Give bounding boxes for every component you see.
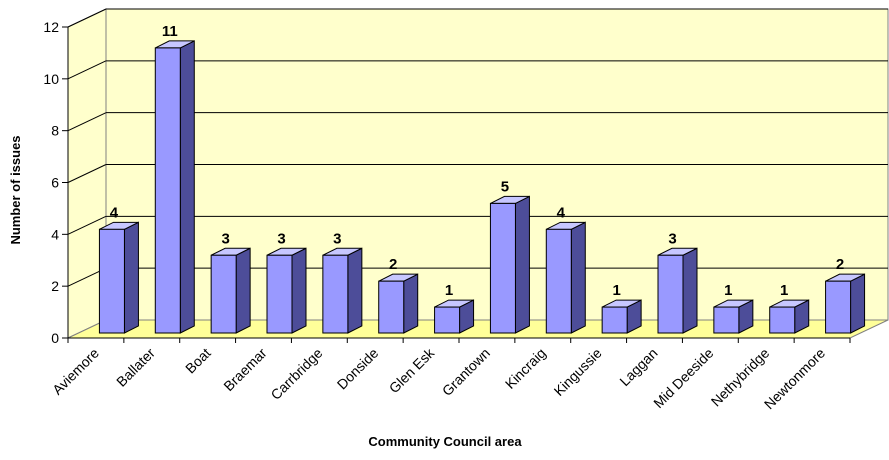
gridline-side xyxy=(67,112,107,132)
x-tick-label: Kincraig xyxy=(502,345,549,392)
data-label: 3 xyxy=(668,230,676,247)
data-label: 1 xyxy=(612,282,620,299)
x-tick-label: Kingussie xyxy=(551,345,605,399)
bar-side xyxy=(570,221,586,334)
x-tick-label: Ballater xyxy=(113,345,158,390)
bar xyxy=(825,273,866,334)
gridline-side xyxy=(67,60,107,80)
bar-front xyxy=(266,254,293,334)
bar-front xyxy=(769,306,796,334)
y-tick-label: 2 xyxy=(51,278,59,294)
bar xyxy=(266,247,307,334)
data-label: 1 xyxy=(445,282,453,299)
data-label: 3 xyxy=(221,230,229,247)
bar xyxy=(657,247,698,334)
data-label: 3 xyxy=(333,230,341,247)
data-label: 5 xyxy=(501,178,509,195)
data-label: 11 xyxy=(162,23,178,40)
bar-front xyxy=(657,254,684,334)
y-tick-label: 4 xyxy=(51,226,59,242)
bar-front xyxy=(713,306,740,334)
y-tick-label: 6 xyxy=(51,175,59,191)
bar-side xyxy=(403,273,419,334)
bar-side xyxy=(179,40,195,334)
x-tick-label: Braemar xyxy=(220,345,270,395)
x-tick-label: Mid Deeside xyxy=(650,345,716,411)
bar xyxy=(489,195,530,334)
bar xyxy=(378,273,419,334)
x-tick-label: Aviemore xyxy=(49,345,102,398)
bar-front xyxy=(489,202,516,334)
data-label: 2 xyxy=(836,256,844,273)
bar-front xyxy=(434,306,461,334)
bar xyxy=(713,299,754,334)
bar-front xyxy=(825,280,852,334)
data-label: 1 xyxy=(780,282,788,299)
bar xyxy=(210,247,251,334)
x-tick-label: Grantown xyxy=(439,345,493,399)
bar xyxy=(434,299,475,334)
bar-front xyxy=(378,280,405,334)
gridline-side xyxy=(67,8,107,28)
x-tick-label: Donside xyxy=(334,345,382,393)
gridline-side xyxy=(67,164,107,183)
x-tick-label: Laggan xyxy=(616,345,660,389)
bar-side xyxy=(291,247,307,334)
bar-front xyxy=(154,47,181,334)
y-tick-label: 12 xyxy=(43,19,59,35)
bar xyxy=(545,221,586,334)
bar-side xyxy=(682,247,698,334)
bar-front xyxy=(98,228,125,334)
x-tick-label: Boat xyxy=(182,345,214,377)
x-tick-label: Carrbridge xyxy=(267,345,325,403)
bar xyxy=(601,299,642,334)
bar-front xyxy=(545,228,572,334)
bar xyxy=(322,247,363,334)
bar-side xyxy=(850,273,866,334)
bar-side xyxy=(123,221,139,334)
bar-front xyxy=(210,254,237,334)
x-tick-label: Glen Esk xyxy=(386,344,438,396)
gridline-side xyxy=(67,215,107,235)
bar xyxy=(98,221,139,334)
bar-side xyxy=(235,247,251,334)
bar-front xyxy=(601,306,628,334)
y-tick-label: 8 xyxy=(51,123,59,139)
data-label: 3 xyxy=(277,230,285,247)
y-axis-title: Number of issues xyxy=(8,135,23,244)
y-axis: 0 2 4 6 8 10 12 xyxy=(43,19,69,346)
data-label: 4 xyxy=(557,204,566,221)
bars xyxy=(98,40,866,334)
bar-side xyxy=(514,195,530,334)
x-axis-title: Community Council area xyxy=(368,434,522,449)
data-label: 4 xyxy=(110,204,119,221)
y-tick-label: 10 xyxy=(43,71,59,87)
data-label: 2 xyxy=(389,256,397,273)
bar xyxy=(769,299,810,334)
y-tick-label: 0 xyxy=(51,330,59,346)
data-label: 1 xyxy=(724,282,732,299)
bar-side xyxy=(347,247,363,334)
bar-front xyxy=(322,254,349,334)
bar xyxy=(154,40,195,334)
